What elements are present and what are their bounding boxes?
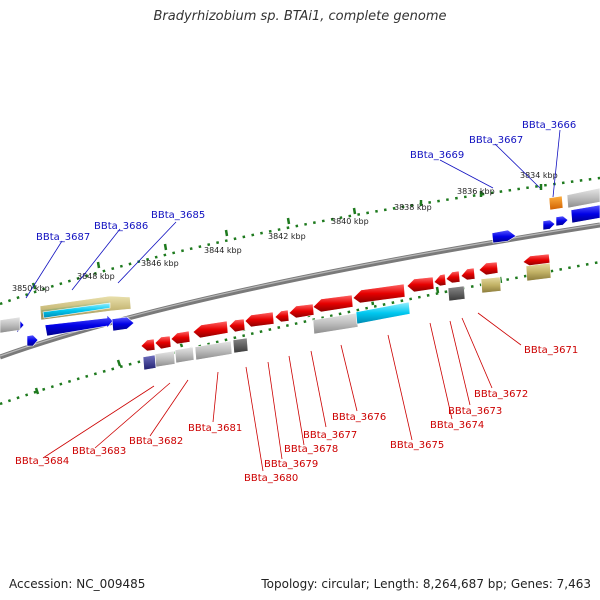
forward-feature[interactable] [548,195,564,211]
reverse-gene-label: BBta_3677 [303,430,357,441]
forward-feature[interactable] [566,187,600,209]
reverse-gene[interactable] [445,270,461,284]
reverse-gene[interactable] [170,330,191,345]
forward-gene[interactable] [491,229,517,244]
inner-ruler-major-ticks [34,276,503,395]
reverse-feature[interactable] [142,354,157,371]
forward-gene-label: BBta_3666 [522,120,576,131]
reverse-feature[interactable] [232,337,249,354]
reverse-gene-label: BBta_3684 [15,456,69,467]
reverse-gene-label: BBta_3675 [390,440,444,451]
reverse-feature[interactable] [194,340,233,361]
forward-gene[interactable] [542,219,556,231]
reverse-gene[interactable] [433,273,447,287]
reverse-gene-label: BBta_3682 [129,436,183,447]
reverse-gene[interactable] [274,309,290,323]
inner-ruler [0,260,600,406]
reverse-feature[interactable] [480,276,502,294]
ruler-label: 3846 kbp [141,259,179,268]
ruler-label: 3850 kbp [12,284,50,293]
reverse-gene[interactable] [192,320,229,339]
reverse-gene-label: BBta_3681 [188,423,242,434]
reverse-gene-label: BBta_3679 [264,459,318,470]
ruler-label: 3844 kbp [204,246,242,255]
ruler-label: 3840 kbp [331,217,369,226]
reverse-gene[interactable] [406,276,435,293]
reverse-feature[interactable] [174,346,195,364]
reverse-gene[interactable] [244,311,275,328]
forward-label-connectors [25,129,561,299]
forward-gene-label: BBta_3669 [410,150,464,161]
forward-gene[interactable] [555,215,569,227]
reverse-gene[interactable] [478,261,499,276]
forward-feature[interactable] [42,302,111,319]
reverse-gene-label: BBta_3676 [332,412,386,423]
forward-gene[interactable] [570,204,600,224]
reverse-gene[interactable] [154,335,172,350]
forward-feature[interactable] [0,316,21,334]
genome-backbone [0,222,600,360]
forward-genes [0,187,600,347]
forward-gene-label: BBta_3667 [469,135,523,146]
reverse-gene[interactable] [522,253,551,267]
reverse-gene-label: BBta_3673 [448,406,502,417]
reverse-label-connectors [42,312,522,472]
forward-gene[interactable] [26,334,39,347]
reverse-feature[interactable] [355,301,411,325]
reverse-gene[interactable] [288,303,315,319]
forward-gene[interactable] [44,314,114,337]
reverse-gene[interactable] [140,338,156,352]
ruler-label: 3836 kbp [457,187,495,196]
reverse-genes [140,253,552,371]
genome-backbone-highlight [0,223,600,357]
reverse-gene-label: BBta_3671 [524,345,578,356]
topology-text: Topology: circular; Length: 8,264,687 bp… [261,577,591,591]
forward-gene-label: BBta_3687 [36,232,90,243]
forward-gene-label: BBta_3685 [151,210,205,221]
reverse-gene-label: BBta_3672 [474,389,528,400]
reverse-feature[interactable] [525,262,552,282]
ruler-label: 3834 kbp [520,171,558,180]
ruler-label: 3848 kbp [77,272,115,281]
ruler-label: 3842 kbp [268,232,306,241]
accession-text: Accession: NC_009485 [9,577,146,591]
reverse-gene[interactable] [228,318,246,333]
reverse-gene[interactable] [352,283,406,304]
forward-gene-label: BBta_3686 [94,221,148,232]
reverse-feature[interactable] [447,285,466,302]
reverse-gene[interactable] [460,267,476,281]
reverse-feature[interactable] [154,350,176,368]
reverse-feature[interactable] [312,312,359,335]
forward-gene[interactable] [111,316,135,332]
reverse-gene-label: BBta_3683 [72,446,126,457]
reverse-gene-label: BBta_3680 [244,473,298,484]
reverse-gene[interactable] [312,294,354,313]
ruler-label: 3838 kbp [394,203,432,212]
map-title: Bradyrhizobium sp. BTAi1, complete genom… [153,9,447,24]
reverse-gene-label: BBta_3678 [284,444,338,455]
reverse-gene-label: BBta_3674 [430,420,484,431]
